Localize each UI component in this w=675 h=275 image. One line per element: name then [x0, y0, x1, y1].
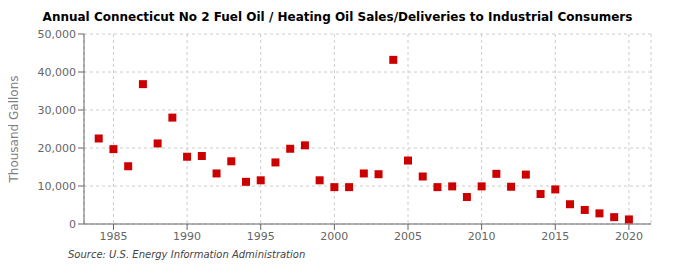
- svg-text:1985: 1985: [99, 230, 127, 243]
- svg-text:1990: 1990: [173, 230, 201, 243]
- html-text:Source: U.S. Energy Informatio: Source: U.S. Energy Information Administ…: [68, 249, 306, 260]
- svg-text:Thousand Gallons: Thousand Gallons: [8, 75, 21, 183]
- html-text:Annual Connecticut No 2 Fuel O: Annual Connecticut No 2 Fuel Oil / Heati…: [42, 10, 633, 24]
- svg-text:0: 0: [69, 218, 76, 231]
- svg-text:2020: 2020: [615, 230, 643, 243]
- svg-text:2010: 2010: [468, 230, 496, 243]
- svg-text:20,000: 20,000: [38, 142, 77, 155]
- svg-text:40,000: 40,000: [38, 66, 77, 79]
- svg-text:2000: 2000: [320, 230, 348, 243]
- svg-text:2005: 2005: [394, 230, 422, 243]
- svg-text:2015: 2015: [541, 230, 569, 243]
- svg-text:10,000: 10,000: [38, 180, 77, 193]
- svg-text:30,000: 30,000: [38, 104, 77, 117]
- svg-text:50,000: 50,000: [38, 28, 77, 41]
- svg-text:1995: 1995: [247, 230, 275, 243]
